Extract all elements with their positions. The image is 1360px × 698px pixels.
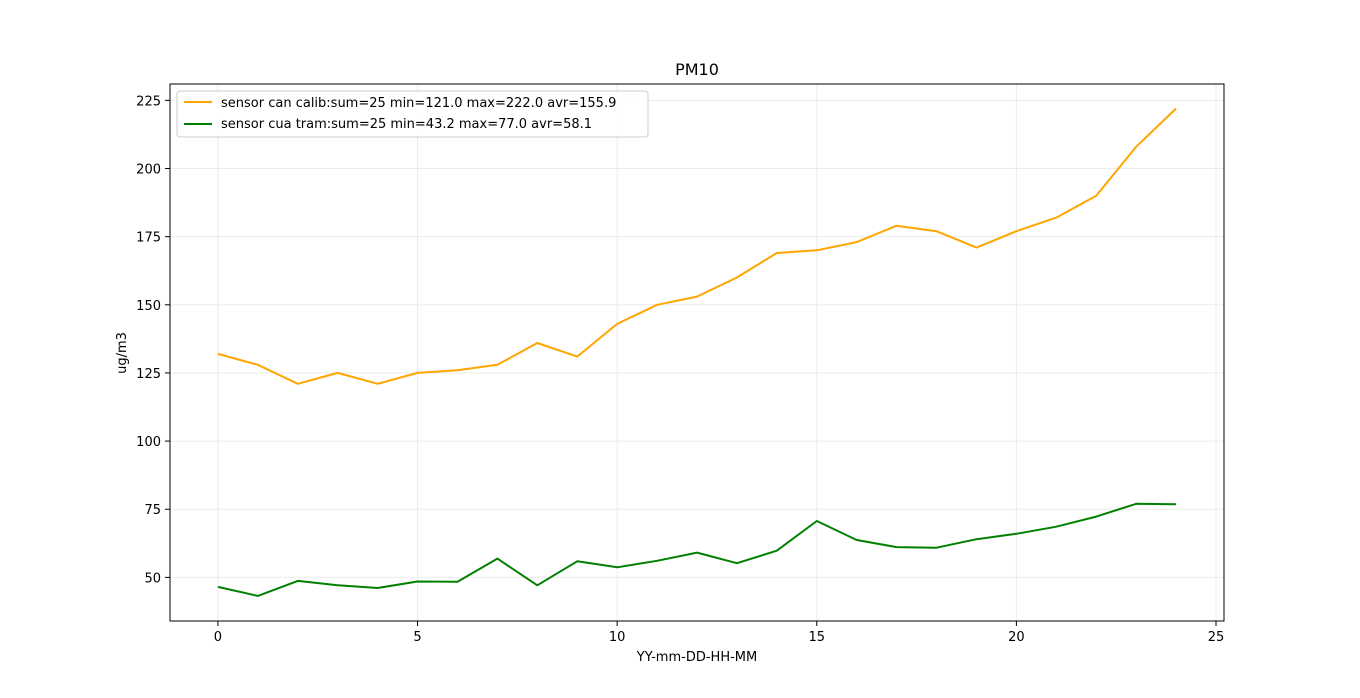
x-tick-label: 15 (808, 630, 825, 645)
legend-box (176, 90, 649, 138)
x-axis-ticks: 0 5 10 15 20 25 (214, 621, 1225, 645)
plot-frame (169, 83, 1225, 622)
y-tick-label: 125 (136, 367, 161, 382)
series-lines (217, 107, 1177, 597)
y-tick-label: 150 (136, 299, 161, 314)
x-tick-label: 20 (1008, 630, 1025, 645)
grid-lines (170, 84, 1224, 621)
y-tick-label: 175 (136, 231, 161, 246)
x-tick-label: 5 (413, 630, 421, 645)
x-axis-label: YY-mm-DD-HH-MM (636, 650, 757, 665)
y-tick-label: 200 (136, 163, 161, 178)
y-tick-label: 100 (136, 435, 161, 450)
series-line-1 (217, 107, 1177, 385)
y-tick-label: 75 (144, 503, 161, 518)
x-tick-label: 0 (214, 630, 222, 645)
chart-title: PM10 (675, 60, 719, 79)
legend-label-series-1: sensor can calib:sum=25 min=121.0 max=22… (221, 96, 616, 111)
y-axis-label: ug/m3 (115, 332, 130, 374)
series-line-2 (217, 502, 1177, 597)
x-tick-label: 10 (609, 630, 626, 645)
legend: sensor can calib:sum=25 min=121.0 max=22… (176, 90, 649, 138)
y-tick-label: 50 (144, 571, 161, 586)
legend-label-series-2: sensor cua tram:sum=25 min=43.2 max=77.0… (221, 117, 592, 132)
y-tick-label: 225 (136, 94, 161, 109)
y-axis-ticks: 50 75 100 125 150 175 200 225 (136, 94, 170, 586)
x-tick-label: 25 (1208, 630, 1225, 645)
